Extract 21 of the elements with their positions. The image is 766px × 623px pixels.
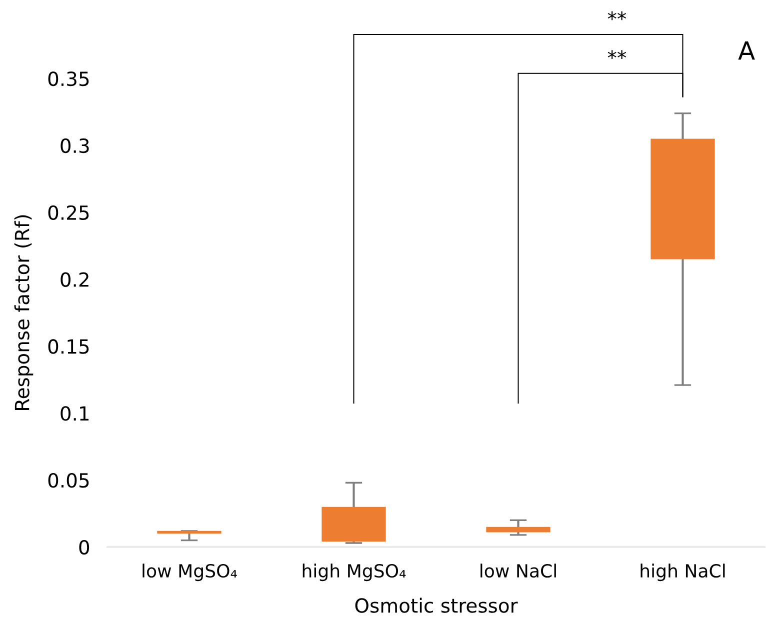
text: ** (608, 50, 626, 60)
text: A (738, 41, 755, 60)
x-tick-label: high NaCl (640, 564, 725, 582)
x-tick-label: low MgSO₄ (142, 564, 237, 582)
y-tick-label: 0 (79, 540, 90, 555)
y-tick-label: 0.35 (48, 71, 89, 86)
text: ** (608, 11, 626, 20)
y-tick-label: 0.05 (48, 473, 89, 488)
y-tick-label: 0.3 (60, 138, 89, 154)
y-axis-title: Response factor (Rf) (14, 215, 34, 410)
y-tick-label: 0.2 (60, 272, 88, 287)
bar (157, 530, 222, 534)
y-tick-label: 0.25 (48, 205, 89, 220)
bar (650, 138, 715, 260)
x-tick-label: high MgSO₄ (302, 564, 406, 582)
bar (322, 506, 386, 542)
y-tick-label: 0.15 (48, 339, 89, 354)
y-tick-label: 0.1 (60, 406, 89, 421)
x-axis-title: Osmotic stressor (355, 598, 518, 613)
x-tick-label: low NaCl (480, 564, 556, 578)
bar (486, 526, 550, 532)
